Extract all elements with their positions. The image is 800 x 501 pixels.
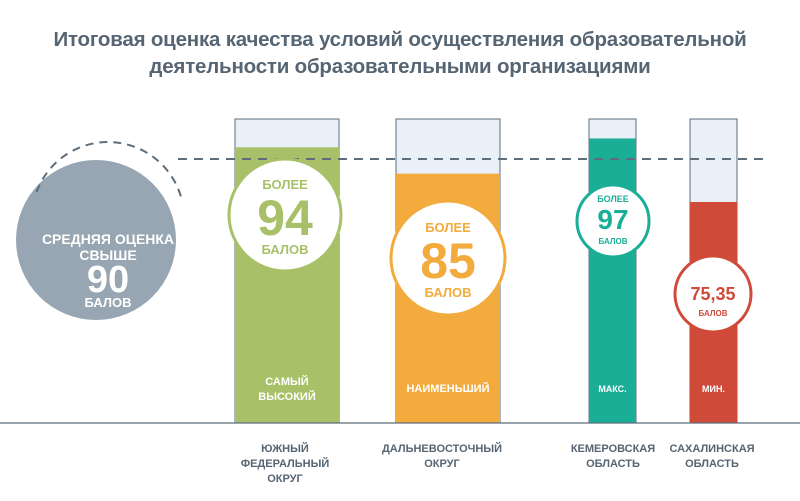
bar-bottom-label: ВЫСОКИЙ (258, 390, 316, 403)
average-percent: 61% (66, 176, 150, 223)
category-label: ОБЛАСТЬ (685, 458, 739, 470)
bar-bottom-labels: САМЫЙ ВЫСОКИЙ НАИМЕНЬШИЙ МАКС. МИН. (258, 375, 725, 403)
value-badge-unit: БАЛОВ (261, 242, 308, 257)
value-badge-value: 97 (597, 204, 628, 235)
average-label-line-2: СВЫШЕ (79, 247, 136, 263)
chart-title-line-1: Итоговая оценка качества условий осущест… (53, 28, 747, 51)
value-badges: БОЛЕЕ94БАЛОВБОЛЕЕ85БАЛОВБОЛЕЕ97БАЛОВ75,3… (227, 157, 753, 334)
bar-bottom-label: МИН. (702, 384, 725, 394)
category-label: ДАЛЬНЕВОСТОЧНЫЙ (382, 442, 502, 455)
value-badge-value: 75,35 (690, 284, 735, 304)
average-circle (16, 160, 176, 320)
value-badge-circle (389, 199, 507, 317)
category-labels: ЮЖНЫЙ ФЕДЕРАЛЬНЫЙ ОКРУГ ДАЛЬНЕВОСТОЧНЫЙ ОКРУ… (241, 442, 755, 485)
average-unit: БАЛОВ (84, 295, 131, 310)
value-badge-top-label: БОЛЕЕ (597, 194, 629, 204)
value-badge-top-label: БОЛЕЕ (425, 220, 471, 235)
value-badge-unit: БАЛОВ (699, 309, 728, 318)
bar (589, 138, 636, 423)
chart-title-line-2: деятельности образовательными организаци… (149, 55, 651, 78)
chart-title: Итоговая оценка качества условий осущест… (0, 26, 800, 80)
bar-bottom-label: САМЫЙ (265, 375, 309, 388)
category-label: КЕМЕРОВСКАЯ (571, 443, 655, 455)
value-badge-unit: БАЛОВ (599, 237, 628, 246)
value-badge-circle (575, 183, 651, 259)
value-badge-circle (227, 157, 343, 273)
category-label: ОКРУГ (267, 473, 303, 485)
value-badge-unit: БАЛОВ (424, 285, 471, 300)
average-badge: 61% СРЕДНЯЯ ОЦЕНКА СВЫШЕ 90 БАЛОВ (16, 141, 183, 320)
average-value: 90 (87, 259, 129, 301)
category-label: ОКРУГ (424, 458, 460, 470)
category-label: ФЕДЕРАЛЬНЫЙ (241, 457, 330, 470)
category-label: САХАЛИНСКАЯ (669, 443, 754, 455)
value-badge-top-label: БОЛЕЕ (262, 177, 308, 192)
average-label-line-1: СРЕДНЯЯ ОЦЕНКА (42, 231, 174, 247)
value-badge-value: 85 (420, 233, 476, 289)
value-badge-value: 94 (257, 190, 313, 246)
value-badge-circle (673, 254, 753, 334)
category-label: ОБЛАСТЬ (586, 458, 640, 470)
bar-bottom-label: МАКС. (598, 384, 626, 394)
category-label: ЮЖНЫЙ (261, 442, 309, 455)
bar-bottom-label: НАИМЕНЬШИЙ (406, 382, 489, 395)
